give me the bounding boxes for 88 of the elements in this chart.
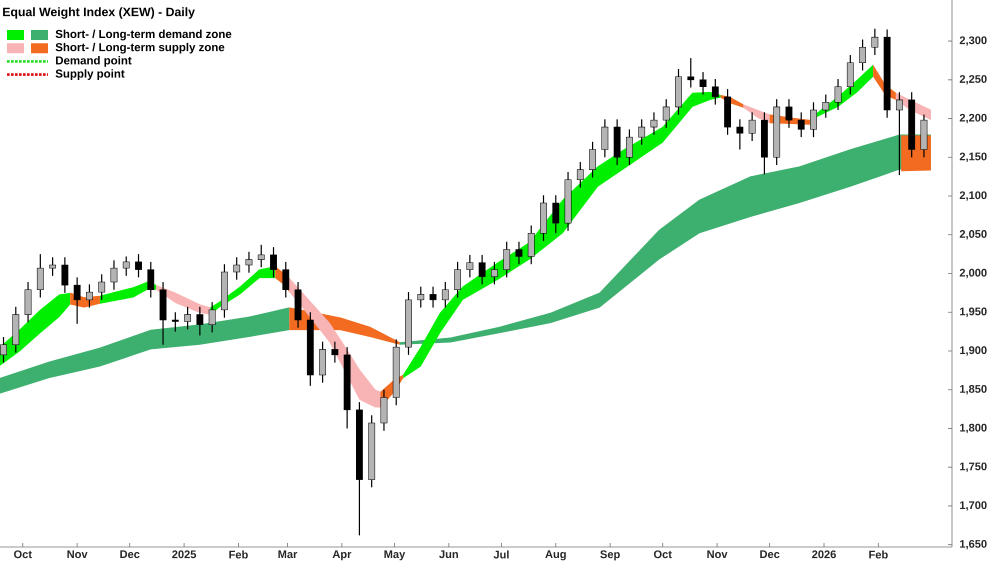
y-tick-label: 2,150 bbox=[960, 152, 987, 162]
candlestick bbox=[172, 312, 179, 332]
candlestick bbox=[430, 286, 436, 308]
x-tick-label: Sep bbox=[600, 550, 620, 560]
y-tick-label: 1,900 bbox=[960, 346, 987, 356]
candlestick bbox=[454, 261, 462, 298]
candlestick bbox=[0, 336, 7, 364]
candlestick bbox=[258, 244, 265, 268]
x-tick-label: Mar bbox=[278, 550, 298, 558]
candlestick bbox=[662, 98, 670, 128]
candlestick bbox=[331, 341, 338, 364]
candlestick bbox=[896, 92, 903, 176]
candlestick bbox=[503, 241, 510, 278]
candlestick bbox=[110, 260, 118, 290]
candlestick bbox=[490, 261, 498, 285]
candlestick bbox=[86, 284, 93, 308]
candlestick bbox=[122, 256, 130, 276]
candlestick bbox=[638, 118, 646, 146]
y-tick-label: 1,850 bbox=[960, 385, 987, 394]
candlestick bbox=[748, 112, 756, 142]
candlestick bbox=[270, 246, 277, 278]
y-tick-label: 2,100 bbox=[960, 191, 987, 201]
candlestick bbox=[822, 94, 830, 118]
candlestick bbox=[49, 256, 56, 276]
candlestick bbox=[589, 141, 596, 178]
candlestick bbox=[736, 118, 744, 150]
y-tick-label: 1,800 bbox=[960, 424, 987, 434]
candlestick bbox=[417, 286, 424, 308]
x-tick-label: Oct bbox=[14, 550, 32, 558]
candlestick bbox=[61, 256, 68, 294]
x-tick-label: Nov bbox=[707, 550, 728, 558]
candlestick bbox=[74, 276, 81, 324]
candlestick bbox=[442, 281, 449, 308]
candlestick bbox=[147, 261, 154, 298]
x-tick-label: Dec bbox=[760, 550, 780, 558]
legend-label: Short- / Long-term demand zone bbox=[56, 30, 232, 40]
candlestick bbox=[282, 261, 290, 298]
candlestick bbox=[810, 102, 817, 138]
candlestick bbox=[650, 112, 658, 136]
candlestick bbox=[184, 306, 192, 330]
x-tick-label: Jun bbox=[439, 550, 458, 558]
candlestick bbox=[687, 58, 694, 88]
candlestick bbox=[246, 251, 252, 274]
y-tick-label: 1,650 bbox=[960, 540, 987, 550]
y-tick-label: 2,200 bbox=[960, 114, 987, 124]
y-tick-label: 2,000 bbox=[960, 268, 987, 278]
candlestick bbox=[834, 78, 842, 111]
legend-label: Supply point bbox=[56, 69, 125, 80]
y-tick-label: 2,300 bbox=[960, 36, 987, 46]
candlestick bbox=[626, 128, 633, 166]
candlestick bbox=[528, 224, 535, 265]
legend-label: Short- / Long-term supply zone bbox=[56, 42, 224, 54]
candlestick bbox=[196, 306, 204, 336]
legend-label: Demand point bbox=[56, 56, 132, 67]
candlestick bbox=[786, 98, 792, 128]
text: Equal Weight Index (XEW) - Daily bbox=[3, 7, 195, 19]
y-tick-label: 1,700 bbox=[960, 501, 987, 511]
candlestick bbox=[208, 302, 216, 333]
x-tick-label: 2025 bbox=[172, 550, 196, 558]
y-tick-label: 1,750 bbox=[960, 462, 987, 472]
candlestick bbox=[36, 254, 44, 298]
x-tick-label: Oct bbox=[654, 550, 672, 558]
candlestick bbox=[601, 118, 608, 158]
candlestick bbox=[552, 194, 560, 234]
candlestick bbox=[135, 254, 142, 278]
x-tick-label: Nov bbox=[67, 550, 88, 558]
candlestick bbox=[233, 256, 240, 280]
candlestick bbox=[576, 161, 584, 188]
x-tick-label: Apr bbox=[332, 550, 352, 560]
x-tick-label: Jul bbox=[494, 550, 509, 558]
candlestick bbox=[859, 38, 866, 72]
y-tick-label: 2,250 bbox=[960, 75, 987, 85]
x-tick-label: Aug bbox=[545, 550, 566, 560]
x-tick-label: Feb bbox=[869, 550, 888, 558]
candlestick bbox=[700, 71, 706, 96]
x-tick-label: Dec bbox=[120, 550, 140, 558]
candlestick bbox=[798, 112, 805, 138]
y-tick-label: 1,950 bbox=[960, 308, 987, 317]
candlestick bbox=[516, 241, 522, 265]
x-tick-label: Feb bbox=[229, 550, 248, 558]
candlestick bbox=[98, 274, 106, 300]
y-tick-label: 2,050 bbox=[960, 230, 987, 240]
candlestick bbox=[466, 254, 474, 278]
x-tick-label: May bbox=[384, 550, 406, 560]
candlestick bbox=[712, 78, 719, 106]
x-tick-label: 2026 bbox=[812, 550, 836, 558]
candlestick bbox=[871, 28, 878, 56]
candlestick bbox=[478, 254, 486, 285]
